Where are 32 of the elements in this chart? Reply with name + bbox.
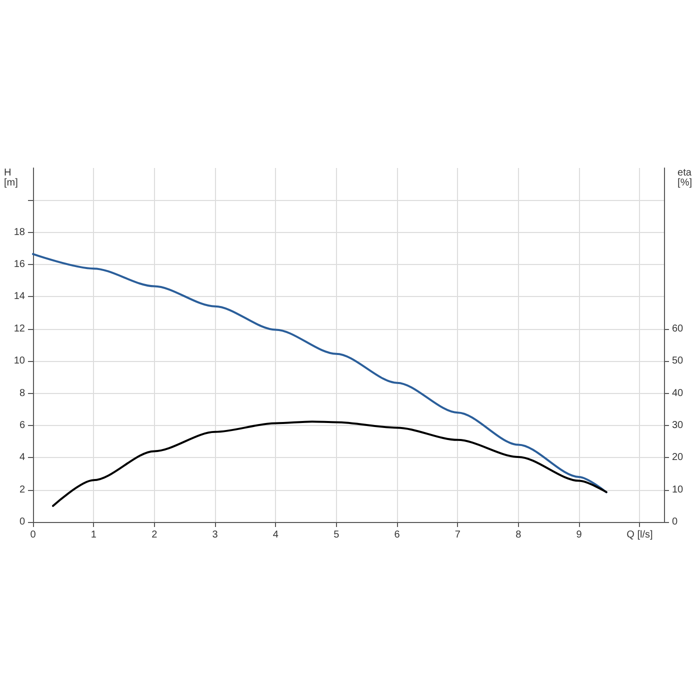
y2-tick-label: 20: [672, 452, 684, 464]
y-tick-label: 12: [14, 323, 26, 334]
y-tick-label: 0: [19, 516, 26, 528]
x-tick-label: 0: [30, 530, 36, 540]
y2-tick-label: 30: [672, 420, 684, 431]
y-tick-label: 16: [14, 259, 26, 270]
y-tick-label: 10: [14, 356, 26, 367]
x-tick-label: 2: [152, 530, 158, 540]
y-tick-label: 6: [19, 420, 26, 431]
y-tick-label: 2: [19, 484, 26, 496]
y2-tick-label: 10: [672, 484, 684, 496]
y2-tick-label: 50: [672, 356, 684, 367]
y2-tick-label: 40: [672, 388, 684, 399]
x-tick-label: 7: [454, 530, 461, 540]
line-series: [32, 253, 608, 494]
x-tick-label: 3: [212, 530, 218, 540]
x-tick-label: 8: [516, 530, 522, 540]
y2-tick-label: 60: [672, 323, 684, 334]
y-axis-title: H [m]: [4, 168, 18, 188]
y-tick-label: 4: [19, 452, 26, 464]
x-tick-label: 1: [90, 530, 97, 540]
y-tick-label: 8: [19, 388, 26, 399]
y2-tick-label: 0: [672, 516, 678, 528]
x-tick-label: 5: [334, 530, 340, 540]
line-series: [52, 420, 608, 507]
x-tick-label: 4: [272, 530, 279, 540]
y-tick-label: 14: [14, 291, 26, 302]
y-tick-label: 18: [14, 226, 26, 238]
x-tick-label: 9: [576, 530, 582, 540]
x-tick-label: 6: [394, 530, 400, 540]
y2-axis-title: eta [%]: [678, 168, 692, 188]
x-tick-label: Q [l/s]: [626, 530, 654, 540]
